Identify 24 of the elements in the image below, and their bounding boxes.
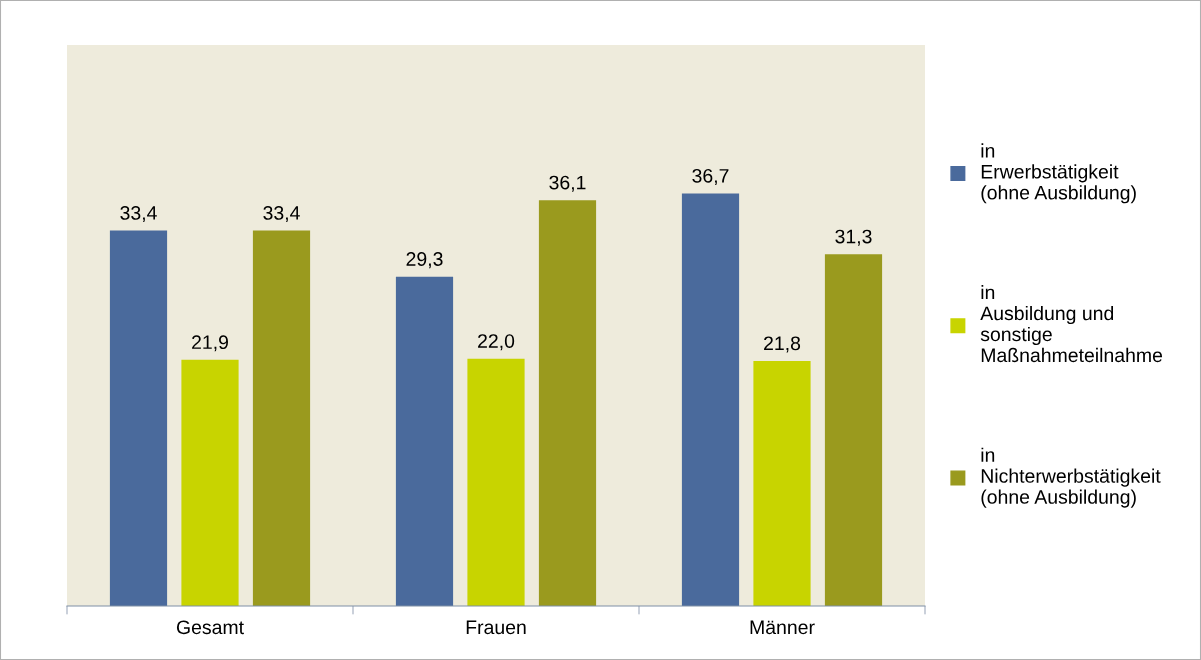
data-label: 29,3 xyxy=(406,252,443,269)
legend-label: in Nichterwerbstätigkeit (ohne Ausbildung) xyxy=(981,447,1161,508)
bar xyxy=(467,358,525,606)
bar xyxy=(181,359,239,606)
bar xyxy=(824,254,883,606)
x-tick-label: Männer xyxy=(750,620,815,635)
legend-label: in Erwerbstätigkeit (ohne Ausbildung) xyxy=(981,143,1136,204)
bar xyxy=(395,276,454,606)
data-label: 31,3 xyxy=(835,229,872,246)
bar xyxy=(681,193,740,606)
x-tick-label: Gesamt xyxy=(176,620,244,635)
data-label: 21,8 xyxy=(764,336,801,353)
bar xyxy=(109,230,168,606)
data-label: 33,4 xyxy=(263,206,300,223)
data-label: 22,0 xyxy=(478,334,515,351)
legend-label: in Ausbildung und sonstige Maßnahmeteilnahme xyxy=(980,285,1163,363)
data-label: 36,7 xyxy=(692,168,729,186)
data-label: 36,1 xyxy=(549,175,586,192)
bar xyxy=(538,200,597,606)
data-label: 21,9 xyxy=(192,335,228,352)
bar xyxy=(753,360,811,606)
bar xyxy=(252,230,311,606)
data-label: 33,4 xyxy=(120,206,157,223)
x-tick-label: Frauen xyxy=(466,620,526,635)
